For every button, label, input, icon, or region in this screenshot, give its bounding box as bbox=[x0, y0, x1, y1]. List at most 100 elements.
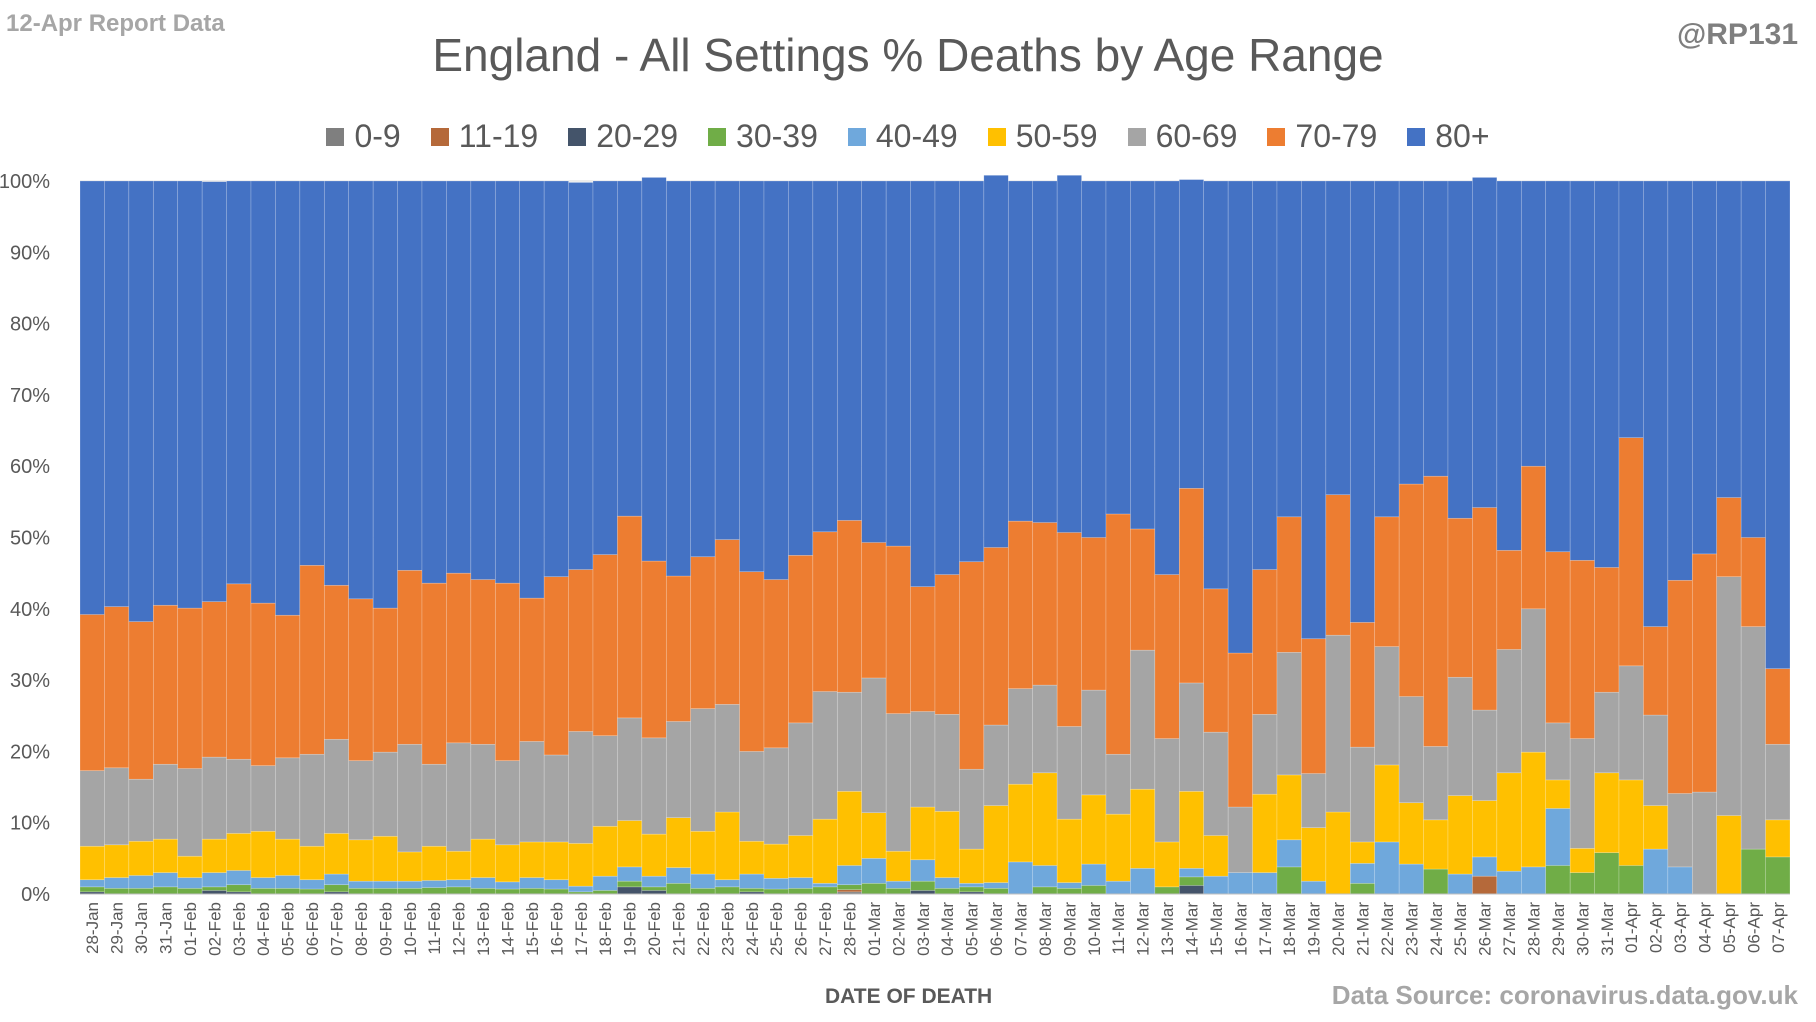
x-tick-label: 07-Feb bbox=[328, 902, 347, 956]
bar-segment bbox=[201, 601, 227, 758]
bar-segment bbox=[763, 747, 789, 845]
bar-segment bbox=[1105, 880, 1131, 895]
x-tick-label: 14-Feb bbox=[499, 902, 518, 956]
bar-segment bbox=[1716, 497, 1742, 578]
bar-segment bbox=[1520, 180, 1547, 467]
legend-item: 0-9 bbox=[326, 118, 401, 155]
bar-segment bbox=[1227, 652, 1253, 808]
bar-segment bbox=[397, 887, 423, 895]
x-tick-label: 04-Feb bbox=[254, 902, 273, 956]
bar-segment bbox=[348, 887, 374, 895]
bar-segment bbox=[1447, 180, 1473, 519]
bar-segment bbox=[1032, 180, 1058, 523]
bar-segment bbox=[1496, 772, 1522, 872]
bar-segment bbox=[250, 887, 276, 895]
bar-segment bbox=[1765, 180, 1791, 669]
bar-segment bbox=[1765, 856, 1791, 895]
bar-segment bbox=[1447, 873, 1473, 895]
bar-segment bbox=[617, 515, 643, 719]
bar-segment bbox=[665, 867, 692, 884]
bar-segment bbox=[1130, 868, 1156, 895]
bar-segment bbox=[641, 737, 667, 835]
bar-segment bbox=[1545, 722, 1571, 781]
bar-segment bbox=[1472, 507, 1498, 711]
bar-segment bbox=[79, 879, 105, 888]
bar-segment bbox=[1203, 731, 1229, 836]
bar-segment bbox=[104, 844, 130, 878]
bar-segment bbox=[1301, 773, 1327, 828]
bar-segment bbox=[1325, 494, 1351, 636]
x-tick-label: 28-Feb bbox=[841, 902, 860, 956]
bar-segment bbox=[836, 520, 863, 693]
bar-segment bbox=[152, 604, 179, 765]
bar-segment bbox=[812, 691, 838, 820]
bar-segment bbox=[568, 885, 594, 893]
bar-segment bbox=[323, 584, 350, 740]
x-tick-label: 14-Mar bbox=[1183, 902, 1202, 956]
bar-segment bbox=[446, 180, 472, 574]
bar-segment bbox=[1520, 866, 1547, 895]
bar-segment bbox=[79, 886, 105, 893]
bar-segment bbox=[934, 877, 960, 889]
bar-segment bbox=[1423, 868, 1449, 895]
bar-segment bbox=[275, 757, 301, 840]
x-tick-label: 06-Mar bbox=[987, 902, 1006, 956]
bar-segment bbox=[1276, 180, 1302, 518]
x-tick-label: 26-Mar bbox=[1476, 902, 1495, 956]
legend-label: 70-79 bbox=[1295, 118, 1378, 154]
bar-segment bbox=[665, 575, 692, 722]
bar-segment bbox=[177, 768, 203, 857]
bar-segment bbox=[1276, 839, 1302, 868]
bar-segment bbox=[1423, 746, 1449, 821]
bar-segment bbox=[1105, 513, 1131, 755]
bar-segment bbox=[885, 180, 911, 547]
x-tick-label: 25-Feb bbox=[767, 902, 786, 956]
bar-segment bbox=[1472, 800, 1498, 858]
bar-segment bbox=[348, 598, 374, 761]
x-tick-label: 27-Mar bbox=[1500, 902, 1519, 956]
bar-segment bbox=[1667, 180, 1693, 581]
bar-segment bbox=[104, 877, 130, 889]
bar-segment bbox=[1569, 180, 1595, 561]
bar-segment bbox=[397, 743, 423, 853]
bar-segment bbox=[446, 886, 472, 895]
bar-segment bbox=[959, 883, 985, 888]
bar-segment bbox=[1496, 870, 1522, 895]
bar-segment bbox=[1691, 791, 1718, 895]
x-tick-label: 20-Mar bbox=[1329, 902, 1348, 956]
bar-segment bbox=[1056, 887, 1082, 895]
bar-segment bbox=[226, 870, 252, 886]
bar-segment bbox=[1423, 819, 1449, 870]
legend-label: 20-29 bbox=[596, 118, 679, 154]
bar-segment bbox=[397, 880, 423, 889]
bar-segment bbox=[959, 561, 985, 770]
bar-segment bbox=[1643, 714, 1669, 806]
bar-segment bbox=[1056, 532, 1082, 727]
bar-segment bbox=[1545, 551, 1571, 724]
x-tick-label: 18-Mar bbox=[1280, 902, 1299, 956]
bar-segment bbox=[934, 810, 960, 878]
bar-segment bbox=[959, 886, 985, 893]
bar-segment bbox=[543, 576, 569, 756]
bar-segment bbox=[1569, 872, 1595, 895]
bar-segment bbox=[226, 758, 252, 834]
bar-segment bbox=[788, 835, 814, 878]
y-tick-label: 90% bbox=[10, 242, 50, 264]
bar-segment bbox=[348, 760, 374, 841]
bar-segment bbox=[1032, 522, 1058, 686]
x-tick-label: 05-Apr bbox=[1720, 902, 1739, 953]
y-tick-label: 30% bbox=[10, 670, 50, 692]
x-tick-label: 16-Feb bbox=[547, 902, 566, 956]
bar-segment bbox=[1032, 684, 1058, 774]
bar-segment bbox=[104, 887, 130, 895]
bar-segment bbox=[1691, 180, 1718, 555]
bar-segment bbox=[1740, 848, 1766, 895]
bar-segment bbox=[641, 875, 667, 888]
bar-segment bbox=[152, 872, 179, 888]
legend-item: 60-69 bbox=[1127, 118, 1237, 155]
bar-segment bbox=[348, 880, 374, 889]
bar-segment bbox=[201, 756, 227, 840]
bar-segment bbox=[1423, 475, 1449, 747]
bar-segment bbox=[1520, 465, 1547, 610]
